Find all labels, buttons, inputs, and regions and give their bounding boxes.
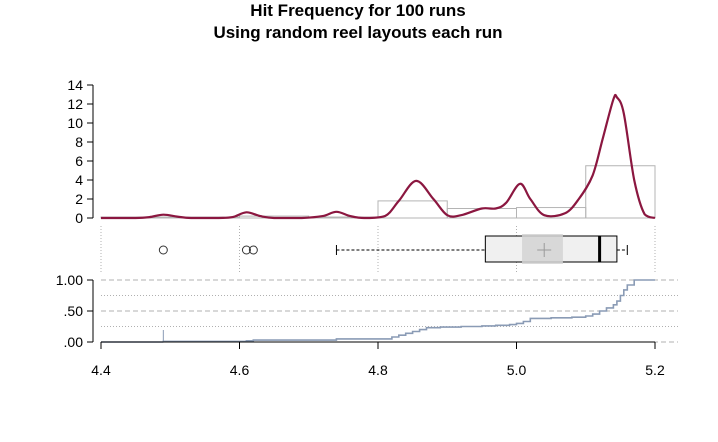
outlier-point xyxy=(158,245,168,255)
chart-subtitle: Using random reel layouts each run xyxy=(213,23,502,42)
x-tick-label: 4.8 xyxy=(368,362,388,378)
hist-y-tick-label: 0 xyxy=(75,210,83,226)
outlier-point xyxy=(248,245,258,255)
hist-y-tick-label: 2 xyxy=(75,191,83,207)
x-tick-label: 4.4 xyxy=(91,362,111,378)
ecdf-y-tick-label: 1.00 xyxy=(56,272,83,288)
density-line xyxy=(101,93,656,220)
x-tick-label: 5.0 xyxy=(507,362,527,378)
density-curve xyxy=(101,93,656,220)
hist-y-tick-label: 6 xyxy=(75,153,83,169)
histogram xyxy=(100,165,656,219)
mean-interval xyxy=(522,234,563,264)
ecdf-plot xyxy=(101,279,655,343)
boxplot xyxy=(158,234,628,264)
hist-y-tick-label: 14 xyxy=(67,77,83,93)
x-tick-label: 5.2 xyxy=(645,362,665,378)
hist-y-tick-label: 4 xyxy=(75,172,83,188)
hist-y-tick-label: 8 xyxy=(75,134,83,150)
ecdf-y-tick-label: .50 xyxy=(64,303,84,319)
hist-y-tick-label: 10 xyxy=(67,115,83,131)
axes: 0 2 4 6 8 10 12 14 .00 .50 1.00 4.4 4.6 4.8 5.0 5.2 xyxy=(56,77,665,378)
ecdf-y-tick-label: .00 xyxy=(64,334,84,350)
histogram-bar xyxy=(585,165,656,219)
outlier-point xyxy=(241,245,251,255)
ecdf-line xyxy=(101,279,655,343)
x-tick-label: 4.6 xyxy=(230,362,250,378)
chart-title: Hit Frequency for 100 runs xyxy=(250,1,465,20)
hist-y-tick-label: 12 xyxy=(67,96,83,112)
